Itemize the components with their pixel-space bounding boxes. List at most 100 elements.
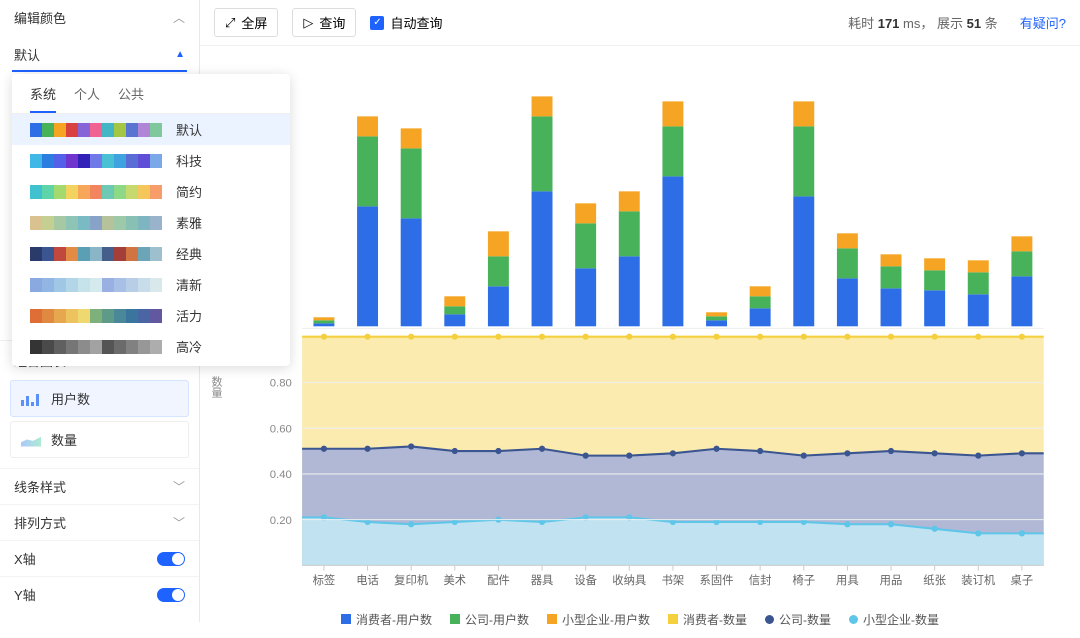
show-label: 展示 xyxy=(937,16,963,31)
combo-card[interactable]: 数量 xyxy=(10,421,189,458)
section-label: 线条样式 xyxy=(14,477,66,496)
auto-query-checkbox[interactable]: ✓ 自动查询 xyxy=(370,13,442,32)
section-line-style[interactable]: 线条样式 ﹀ xyxy=(0,468,199,504)
time-unit: ms， xyxy=(903,16,933,31)
popover-tab[interactable]: 个人 xyxy=(74,84,100,113)
y-axis-label: Y轴 xyxy=(14,585,36,604)
popover-tab[interactable]: 公共 xyxy=(118,84,144,113)
svg-text:桌子: 桌子 xyxy=(1011,574,1034,587)
caret-up-icon: ▲ xyxy=(175,49,185,60)
auto-query-label: 自动查询 xyxy=(390,13,442,32)
popover-tabs: 系统个人公共 xyxy=(12,74,290,114)
chart-legend: 消费者-用户数 公司-用户数 小型企业-用户数 消费者-数量 公司-数量 小型企业-数量 xyxy=(200,607,1080,638)
section-label: 编辑颜色 xyxy=(14,8,66,27)
svg-text:装订机: 装订机 xyxy=(961,573,996,587)
palette-label: 素雅 xyxy=(176,213,202,232)
palette-row[interactable]: 默认 xyxy=(12,114,290,145)
time-label: 耗时 xyxy=(848,16,874,31)
legend-swatch xyxy=(450,614,460,624)
section-edit-color[interactable]: 编辑颜色 ︿ xyxy=(0,0,199,35)
chevron-down-icon: ﹀ xyxy=(173,514,185,531)
play-icon: ▷ xyxy=(303,15,313,31)
svg-text:纸张: 纸张 xyxy=(923,574,946,587)
legend-item[interactable]: 小型企业-用户数 xyxy=(547,611,650,628)
svg-text:椅子: 椅子 xyxy=(792,573,815,587)
palette-row[interactable]: 清新 xyxy=(12,269,290,300)
svg-text:0.40: 0.40 xyxy=(270,469,292,481)
svg-text:电话: 电话 xyxy=(356,574,379,587)
svg-text:系固件: 系固件 xyxy=(700,573,734,587)
chart-svg: 0.200.400.600.80标签电话复印机美术配件器具设备收纳具书架系固件信… xyxy=(230,56,1054,597)
palette-popover: 系统个人公共 默认科技简约素雅经典清新活力高冷 xyxy=(12,74,290,366)
palette-swatches xyxy=(30,123,162,137)
svg-text:0.60: 0.60 xyxy=(270,423,292,435)
y-axis-toggle-row: Y轴 xyxy=(0,576,199,612)
query-label: 查询 xyxy=(319,13,345,32)
combo-label: 数量 xyxy=(51,430,77,449)
svg-text:标签: 标签 xyxy=(313,573,336,587)
x-axis-label: X轴 xyxy=(14,549,36,568)
palette-label: 经典 xyxy=(176,244,202,263)
x-axis-toggle[interactable] xyxy=(157,552,185,566)
line-chart-icon xyxy=(21,433,41,447)
dropdown-value: 默认 xyxy=(14,45,40,64)
palette-row[interactable]: 简约 xyxy=(12,176,290,207)
y-axis-toggle[interactable] xyxy=(157,588,185,602)
palette-row[interactable]: 素雅 xyxy=(12,207,290,238)
section-label: 排列方式 xyxy=(14,513,66,532)
palette-swatches xyxy=(30,278,162,292)
toolbar: ⤢ 全屏 ▷ 查询 ✓ 自动查询 耗时 171 ms， 展示 51 条 有疑问? xyxy=(200,0,1080,46)
combo-card[interactable]: 用户数 xyxy=(10,380,189,417)
svg-text:收纳具: 收纳具 xyxy=(612,573,646,587)
query-button[interactable]: ▷ 查询 xyxy=(292,8,356,37)
help-link[interactable]: 有疑问? xyxy=(1020,13,1066,32)
palette-row[interactable]: 经典 xyxy=(12,238,290,269)
main: ⤢ 全屏 ▷ 查询 ✓ 自动查询 耗时 171 ms， 展示 51 条 有疑问?… xyxy=(200,0,1080,622)
palette-swatches xyxy=(30,216,162,230)
svg-text:信封: 信封 xyxy=(749,573,772,587)
section-sort[interactable]: 排列方式 ﹀ xyxy=(0,504,199,540)
palette-row[interactable]: 活力 xyxy=(12,300,290,331)
svg-text:美术: 美术 xyxy=(443,573,466,587)
color-dropdown[interactable]: 默认 ▲ xyxy=(12,39,187,72)
legend-item[interactable]: 公司-用户数 xyxy=(450,611,529,628)
chevron-down-icon: ﹀ xyxy=(173,478,185,495)
legend-swatch xyxy=(668,614,678,624)
palette-swatches xyxy=(30,247,162,261)
time-value: 171 xyxy=(878,16,900,31)
y-axis-label: 数量 xyxy=(208,376,224,398)
svg-text:配件: 配件 xyxy=(487,573,510,587)
palette-swatches xyxy=(30,154,162,168)
legend-label: 消费者-用户数 xyxy=(356,611,432,628)
legend-label: 小型企业-数量 xyxy=(863,611,939,628)
popover-tab[interactable]: 系统 xyxy=(30,84,56,113)
legend-label: 消费者-数量 xyxy=(683,611,747,628)
palette-swatches xyxy=(30,340,162,354)
legend-label: 公司-数量 xyxy=(779,611,831,628)
show-value: 51 xyxy=(967,16,981,31)
legend-item[interactable]: 公司-数量 xyxy=(765,611,831,628)
fullscreen-button[interactable]: ⤢ 全屏 xyxy=(214,8,278,37)
svg-text:书架: 书架 xyxy=(662,574,685,587)
stats-text: 耗时 171 ms， 展示 51 条 xyxy=(848,13,998,32)
palette-swatches xyxy=(30,185,162,199)
svg-text:复印机: 复印机 xyxy=(394,573,429,587)
palette-row[interactable]: 科技 xyxy=(12,145,290,176)
svg-text:设备: 设备 xyxy=(574,573,597,587)
expand-icon: ⤢ xyxy=(225,15,235,31)
legend-item[interactable]: 小型企业-数量 xyxy=(849,611,939,628)
svg-text:0.20: 0.20 xyxy=(270,515,292,527)
combo-label: 用户数 xyxy=(51,389,90,408)
svg-text:0.80: 0.80 xyxy=(270,378,292,390)
palette-label: 简约 xyxy=(176,182,202,201)
palette-label: 清新 xyxy=(176,275,202,294)
palette-label: 默认 xyxy=(176,120,202,139)
chart-area: 数量 0.200.400.600.80标签电话复印机美术配件器具设备收纳具书架系… xyxy=(200,46,1080,607)
palette-label: 活力 xyxy=(176,306,202,325)
legend-item[interactable]: 消费者-用户数 xyxy=(341,611,432,628)
sidebar: 编辑颜色 ︿ 默认 ▲ 系统个人公共 默认科技简约素雅经典清新活力高冷 组合图表… xyxy=(0,0,200,622)
palette-row[interactable]: 高冷 xyxy=(12,331,290,362)
legend-label: 小型企业-用户数 xyxy=(562,611,650,628)
legend-item[interactable]: 消费者-数量 xyxy=(668,611,747,628)
legend-swatch xyxy=(341,614,351,624)
